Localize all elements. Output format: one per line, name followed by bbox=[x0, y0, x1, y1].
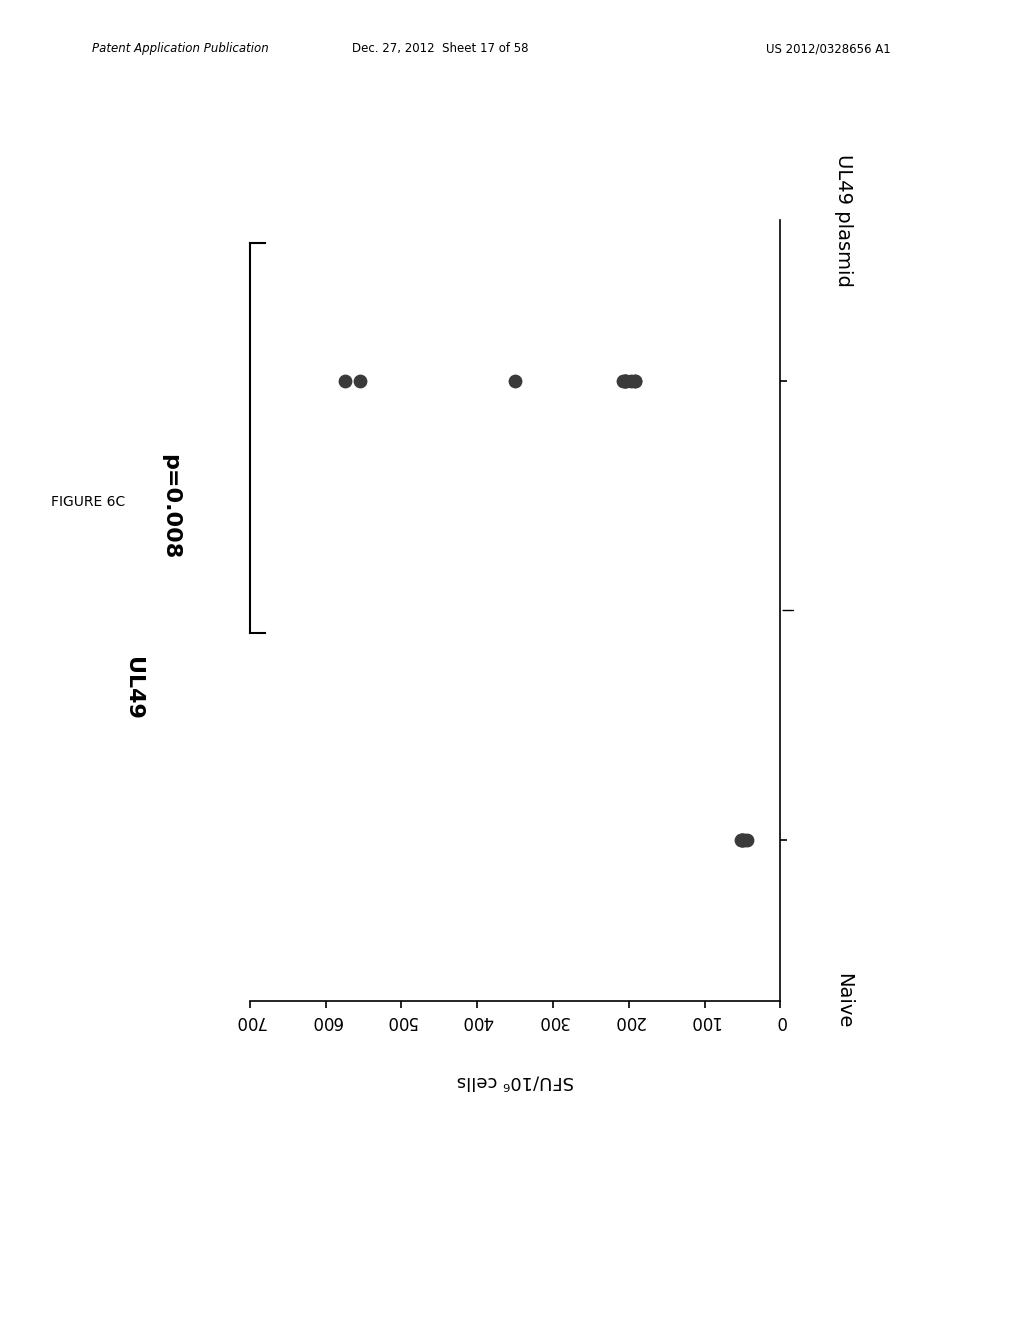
Point bbox=[507, 371, 523, 392]
Point bbox=[627, 371, 643, 392]
Point bbox=[735, 829, 752, 850]
Point bbox=[616, 371, 633, 392]
Text: Dec. 27, 2012  Sheet 17 of 58: Dec. 27, 2012 Sheet 17 of 58 bbox=[352, 42, 528, 55]
Point bbox=[733, 829, 750, 850]
Text: UL49: UL49 bbox=[123, 657, 143, 719]
Point bbox=[734, 829, 751, 850]
Text: Naive: Naive bbox=[835, 973, 853, 1028]
X-axis label: SFU/10⁶ cells: SFU/10⁶ cells bbox=[457, 1072, 573, 1090]
Point bbox=[623, 371, 639, 392]
Point bbox=[616, 371, 633, 392]
Text: p=0.008: p=0.008 bbox=[161, 454, 180, 560]
Point bbox=[336, 371, 352, 392]
Text: FIGURE 6C: FIGURE 6C bbox=[51, 495, 126, 508]
Text: UL49 plasmid: UL49 plasmid bbox=[835, 154, 853, 286]
Text: Patent Application Publication: Patent Application Publication bbox=[92, 42, 269, 55]
Point bbox=[734, 829, 751, 850]
Point bbox=[627, 371, 643, 392]
Text: US 2012/0328656 A1: US 2012/0328656 A1 bbox=[766, 42, 891, 55]
Point bbox=[351, 371, 368, 392]
Point bbox=[618, 371, 635, 392]
Point bbox=[614, 371, 631, 392]
Point bbox=[738, 829, 755, 850]
